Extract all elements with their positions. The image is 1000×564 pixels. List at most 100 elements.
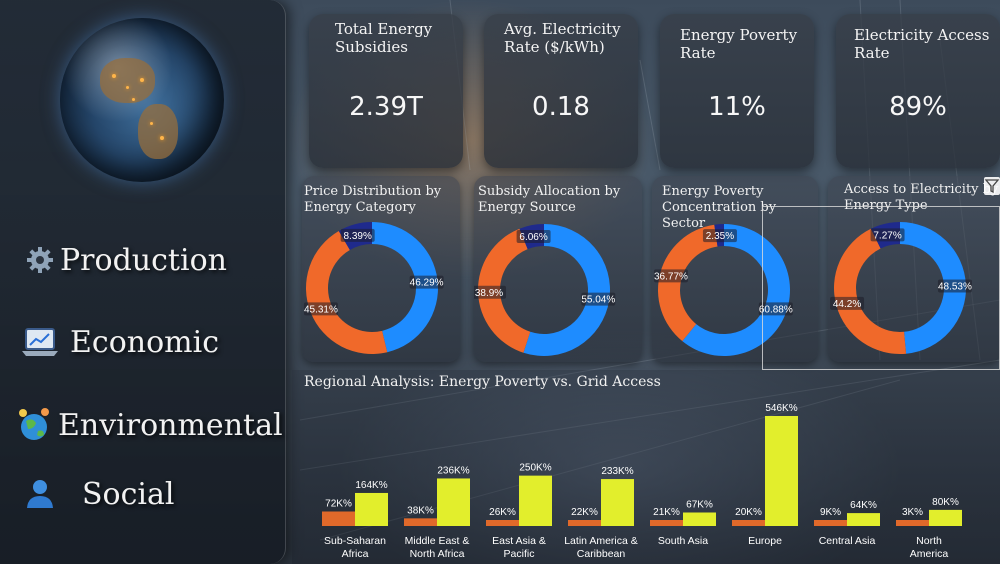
kpi-title: Energy Poverty Rate — [680, 26, 798, 62]
donut-label-bg — [653, 269, 688, 283]
donut-slice[interactable] — [834, 228, 907, 354]
donut-slice-label: 38.9% — [475, 288, 503, 299]
laptop-chart-icon — [20, 322, 60, 362]
donut-label-bg — [758, 302, 793, 316]
donut-slice-label: 48.53% — [938, 281, 972, 292]
donut-slice[interactable] — [658, 224, 718, 342]
bar[interactable] — [732, 520, 765, 526]
donut-title: Energy Poverty Concentration by Sector — [662, 184, 777, 231]
donut-slice-label: 46.29% — [410, 278, 444, 289]
kpi-card-total-subsidies: Total Energy Subsidies 2.39T — [309, 14, 463, 168]
kpi-title: Electricity Access Rate — [854, 26, 990, 62]
bar[interactable] — [404, 518, 437, 526]
donut-slice-label: 36.77% — [654, 271, 688, 282]
kpi-value: 89% — [889, 92, 947, 122]
user-icon — [20, 474, 60, 514]
donut-card-subsidy-allocation: Subsidy Allocation by Energy Source 55.0… — [474, 176, 642, 362]
bar-data-label: 9K% — [820, 507, 841, 518]
kpi-card-poverty-rate: Energy Poverty Rate 11% — [660, 14, 814, 168]
donut-slice[interactable] — [682, 224, 790, 356]
donut-title: Price Distribution by Energy Category — [304, 184, 442, 215]
donut-chart-poverty-concentration: 60.88% 36.77% 2.35% — [653, 224, 793, 356]
bar-chart-title: Regional Analysis: Energy Poverty vs. Gr… — [304, 374, 661, 390]
bar[interactable] — [437, 478, 470, 526]
donut-label-bg — [303, 302, 338, 316]
bar-data-label: 233K% — [601, 466, 633, 477]
donut-slice[interactable] — [306, 230, 388, 354]
bar-data-label: 236K% — [437, 465, 469, 476]
bar-category-label: Central Asia — [819, 535, 876, 547]
bar-data-label: 22K% — [571, 507, 598, 518]
nav-social[interactable]: Social — [20, 474, 175, 514]
visual-selection-border[interactable] — [762, 206, 1000, 370]
donut-label-bg — [340, 228, 375, 242]
kpi-card-avg-rate: Avg. Electricity Rate ($/kWh) 0.18 — [484, 14, 638, 168]
donut-title: Subsidy Allocation by Energy Source — [478, 184, 621, 215]
bar[interactable] — [683, 512, 716, 526]
bar[interactable] — [929, 509, 962, 526]
bar[interactable] — [650, 520, 683, 526]
bar-data-label: 26K% — [489, 507, 516, 518]
donut-slice[interactable] — [372, 222, 438, 353]
globe-logo — [60, 18, 224, 182]
filter-icon[interactable] — [984, 177, 1000, 195]
bar-category-label: South Asia — [658, 535, 708, 547]
nav-environmental[interactable]: Environmental — [14, 405, 283, 445]
bar[interactable] — [322, 511, 355, 526]
nav-economic-label: Economic — [70, 324, 219, 360]
donut-chart-electricity-access: 48.53% 44.2% 7.27% — [830, 222, 972, 354]
bar[interactable] — [601, 479, 634, 526]
donut-slice-label: 44.2% — [833, 299, 861, 310]
donut-slice-label: 55.04% — [581, 295, 615, 306]
donut-slice[interactable] — [900, 222, 966, 354]
bar-data-label: 3K% — [902, 507, 923, 518]
bar-data-label: 21K% — [653, 507, 680, 518]
bar[interactable] — [568, 520, 601, 526]
kpi-card-access-rate: Electricity Access Rate 89% — [836, 14, 1000, 168]
bar-data-label: 546K% — [765, 403, 797, 414]
bar[interactable] — [814, 520, 847, 526]
donut-label-bg — [937, 279, 972, 293]
bar-data-label: 67K% — [686, 500, 713, 511]
donut-label-bg — [409, 275, 444, 289]
bar-data-label: 250K% — [519, 463, 551, 474]
bar-data-label: 38K% — [407, 505, 434, 516]
kpi-value: 2.39T — [349, 92, 423, 122]
donut-label-bg — [830, 296, 865, 310]
donut-title: Access to Electricity by Energy Type — [844, 182, 999, 213]
donut-card-price-distribution: Price Distribution by Energy Category 46… — [302, 176, 460, 362]
donut-card-poverty-concentration: Energy Poverty Concentration by Sector 6… — [652, 176, 818, 362]
bar-category-label: Middle East & — [405, 535, 470, 547]
donut-slice-label: 2.35% — [706, 231, 734, 242]
bar-category-label: Sub-Saharan — [324, 535, 386, 547]
nav-environmental-label: Environmental — [58, 407, 283, 443]
bar[interactable] — [896, 520, 929, 526]
donut-slice[interactable] — [523, 224, 610, 356]
bar[interactable] — [355, 492, 388, 526]
donut-label-bg — [474, 285, 507, 299]
donut-label-bg — [870, 228, 905, 242]
bar-category-label: East Asia & — [492, 535, 546, 547]
bar[interactable] — [847, 513, 880, 526]
bar-category-label: Pacific — [504, 548, 535, 560]
bar[interactable] — [486, 520, 519, 526]
donut-label-bg — [516, 229, 551, 243]
kpi-value: 0.18 — [532, 92, 590, 122]
donut-chart-price-distribution: 46.29% 45.31% 8.39% — [303, 222, 444, 354]
bar-category-label: North — [916, 535, 942, 547]
bar[interactable] — [765, 416, 798, 526]
donut-slice-label: 6.06% — [519, 232, 547, 243]
earth-people-icon — [14, 405, 54, 445]
bar-data-label: 80K% — [932, 497, 959, 508]
nav-economic[interactable]: Economic — [20, 322, 219, 362]
bar[interactable] — [519, 475, 552, 526]
kpi-title: Total Energy Subsidies — [335, 20, 433, 56]
donut-slice[interactable] — [477, 228, 531, 353]
donut-label-bg — [581, 292, 616, 306]
bar-data-label: 64K% — [850, 500, 877, 511]
nav-production-label: Production — [60, 242, 227, 278]
nav-production[interactable]: Production — [20, 240, 227, 280]
donut-slice-label: 45.31% — [304, 304, 338, 315]
kpi-title: Avg. Electricity Rate ($/kWh) — [504, 20, 621, 56]
